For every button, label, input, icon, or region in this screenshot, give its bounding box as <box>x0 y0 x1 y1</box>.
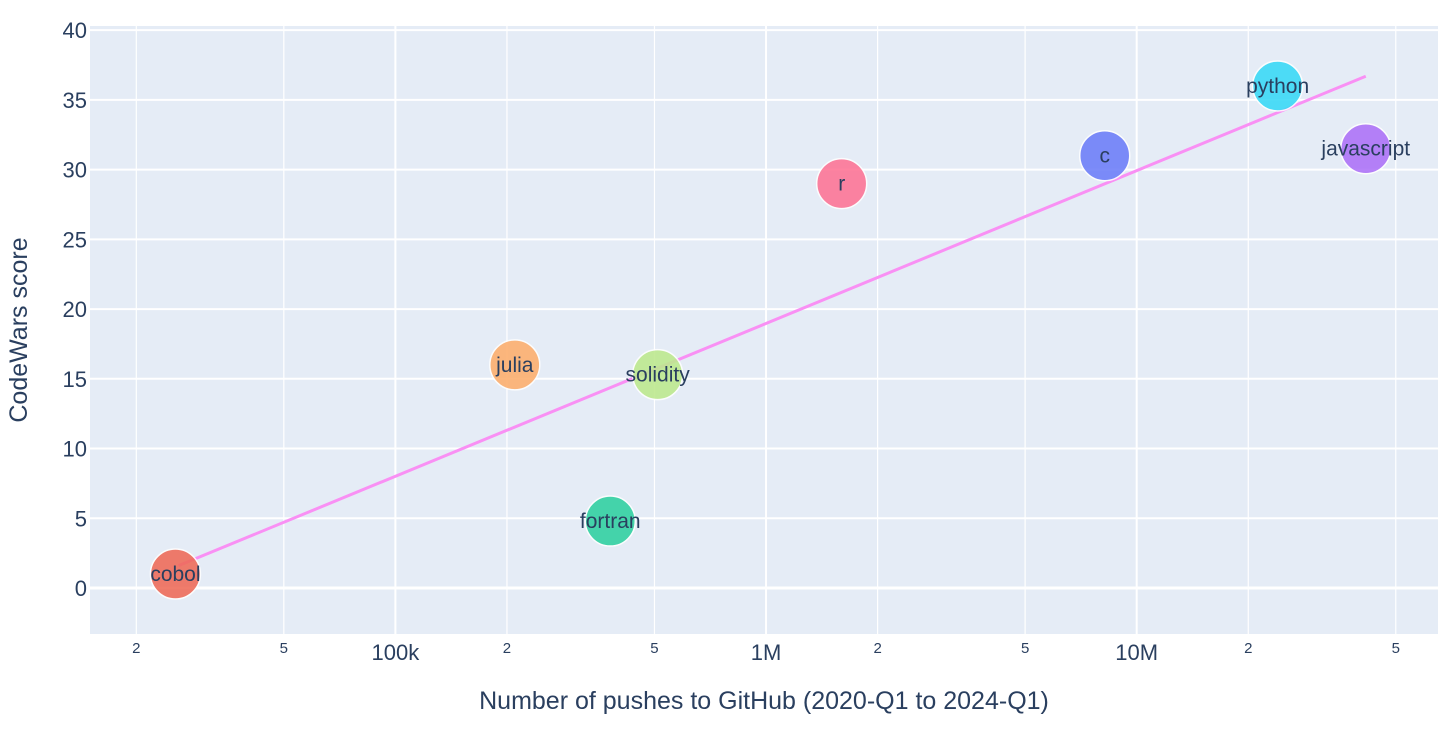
y-tick-label-0: 0 <box>75 576 87 601</box>
points-layer: cobol julia fortran solidity r c python javascr… <box>149 60 1410 600</box>
x-tick-minor-label-6: 2 <box>1244 640 1252 657</box>
x-tick-minor-label-5: 5 <box>1021 640 1029 657</box>
point-label-javascript: javascript <box>1320 138 1410 161</box>
point-c: c <box>1078 129 1131 182</box>
point-python: python <box>1246 60 1309 112</box>
y-tick-label-8: 40 <box>63 18 87 43</box>
point-label-r: r <box>838 173 845 196</box>
point-label-fortran: fortran <box>580 510 641 533</box>
y-tick-label-1: 5 <box>75 506 87 531</box>
y-tick-label-6: 30 <box>63 158 87 183</box>
bubble-c <box>1078 129 1131 182</box>
x-tick-major-label-1: 1M <box>751 640 782 665</box>
trendline <box>177 74 1367 568</box>
x-tick-minor-label-2: 2 <box>503 640 511 657</box>
x-tick-minor-label-4: 2 <box>873 640 881 657</box>
point-fortran: fortran <box>580 495 641 547</box>
y-axis-ticks: 0 5 10 15 20 25 30 35 40 <box>63 18 87 601</box>
point-javascript: javascript <box>1320 122 1410 175</box>
x-axis-title: Number of pushes to GitHub (2020-Q1 to 2… <box>479 687 1049 715</box>
x-tick-major-label-0: 100k <box>372 640 421 665</box>
y-tick-label-2: 10 <box>63 437 87 462</box>
x-tick-minor-label-7: 5 <box>1392 640 1400 657</box>
bubble-cobol <box>149 548 202 600</box>
y-tick-label-7: 35 <box>63 88 87 113</box>
trendline-layer <box>177 74 1367 568</box>
point-label-solidity: solidity <box>626 364 691 387</box>
x-tick-minor-label-1: 5 <box>280 640 288 657</box>
bubble-python <box>1251 60 1304 112</box>
x-tick-minor-label-3: 5 <box>650 640 658 657</box>
point-label-python: python <box>1246 75 1309 98</box>
bubble-javascript <box>1340 122 1392 175</box>
x-tick-minor-label-0: 2 <box>132 640 140 657</box>
y-axis-title: CodeWars score <box>5 237 33 422</box>
point-cobol: cobol <box>149 548 202 600</box>
y-tick-label-4: 20 <box>63 297 87 322</box>
bubble-solidity <box>631 348 684 401</box>
bubble-julia <box>489 339 541 391</box>
point-julia: julia <box>489 339 541 391</box>
bubble-r <box>815 157 868 210</box>
x-axis-ticks: 100k 1M 10M 2 5 2 5 2 5 2 5 <box>132 640 1400 665</box>
point-label-julia: julia <box>495 354 534 377</box>
point-label-c: c <box>1099 145 1110 168</box>
point-r: r <box>815 157 868 210</box>
point-label-cobol: cobol <box>150 563 200 586</box>
plot-area <box>90 26 1438 634</box>
bubble-fortran <box>584 495 637 547</box>
x-tick-major-label-2: 10M <box>1115 640 1158 665</box>
y-tick-label-5: 25 <box>63 227 87 252</box>
y-tick-label-3: 15 <box>63 367 87 392</box>
point-solidity: solidity <box>626 348 691 401</box>
grid-lines <box>90 26 1438 634</box>
